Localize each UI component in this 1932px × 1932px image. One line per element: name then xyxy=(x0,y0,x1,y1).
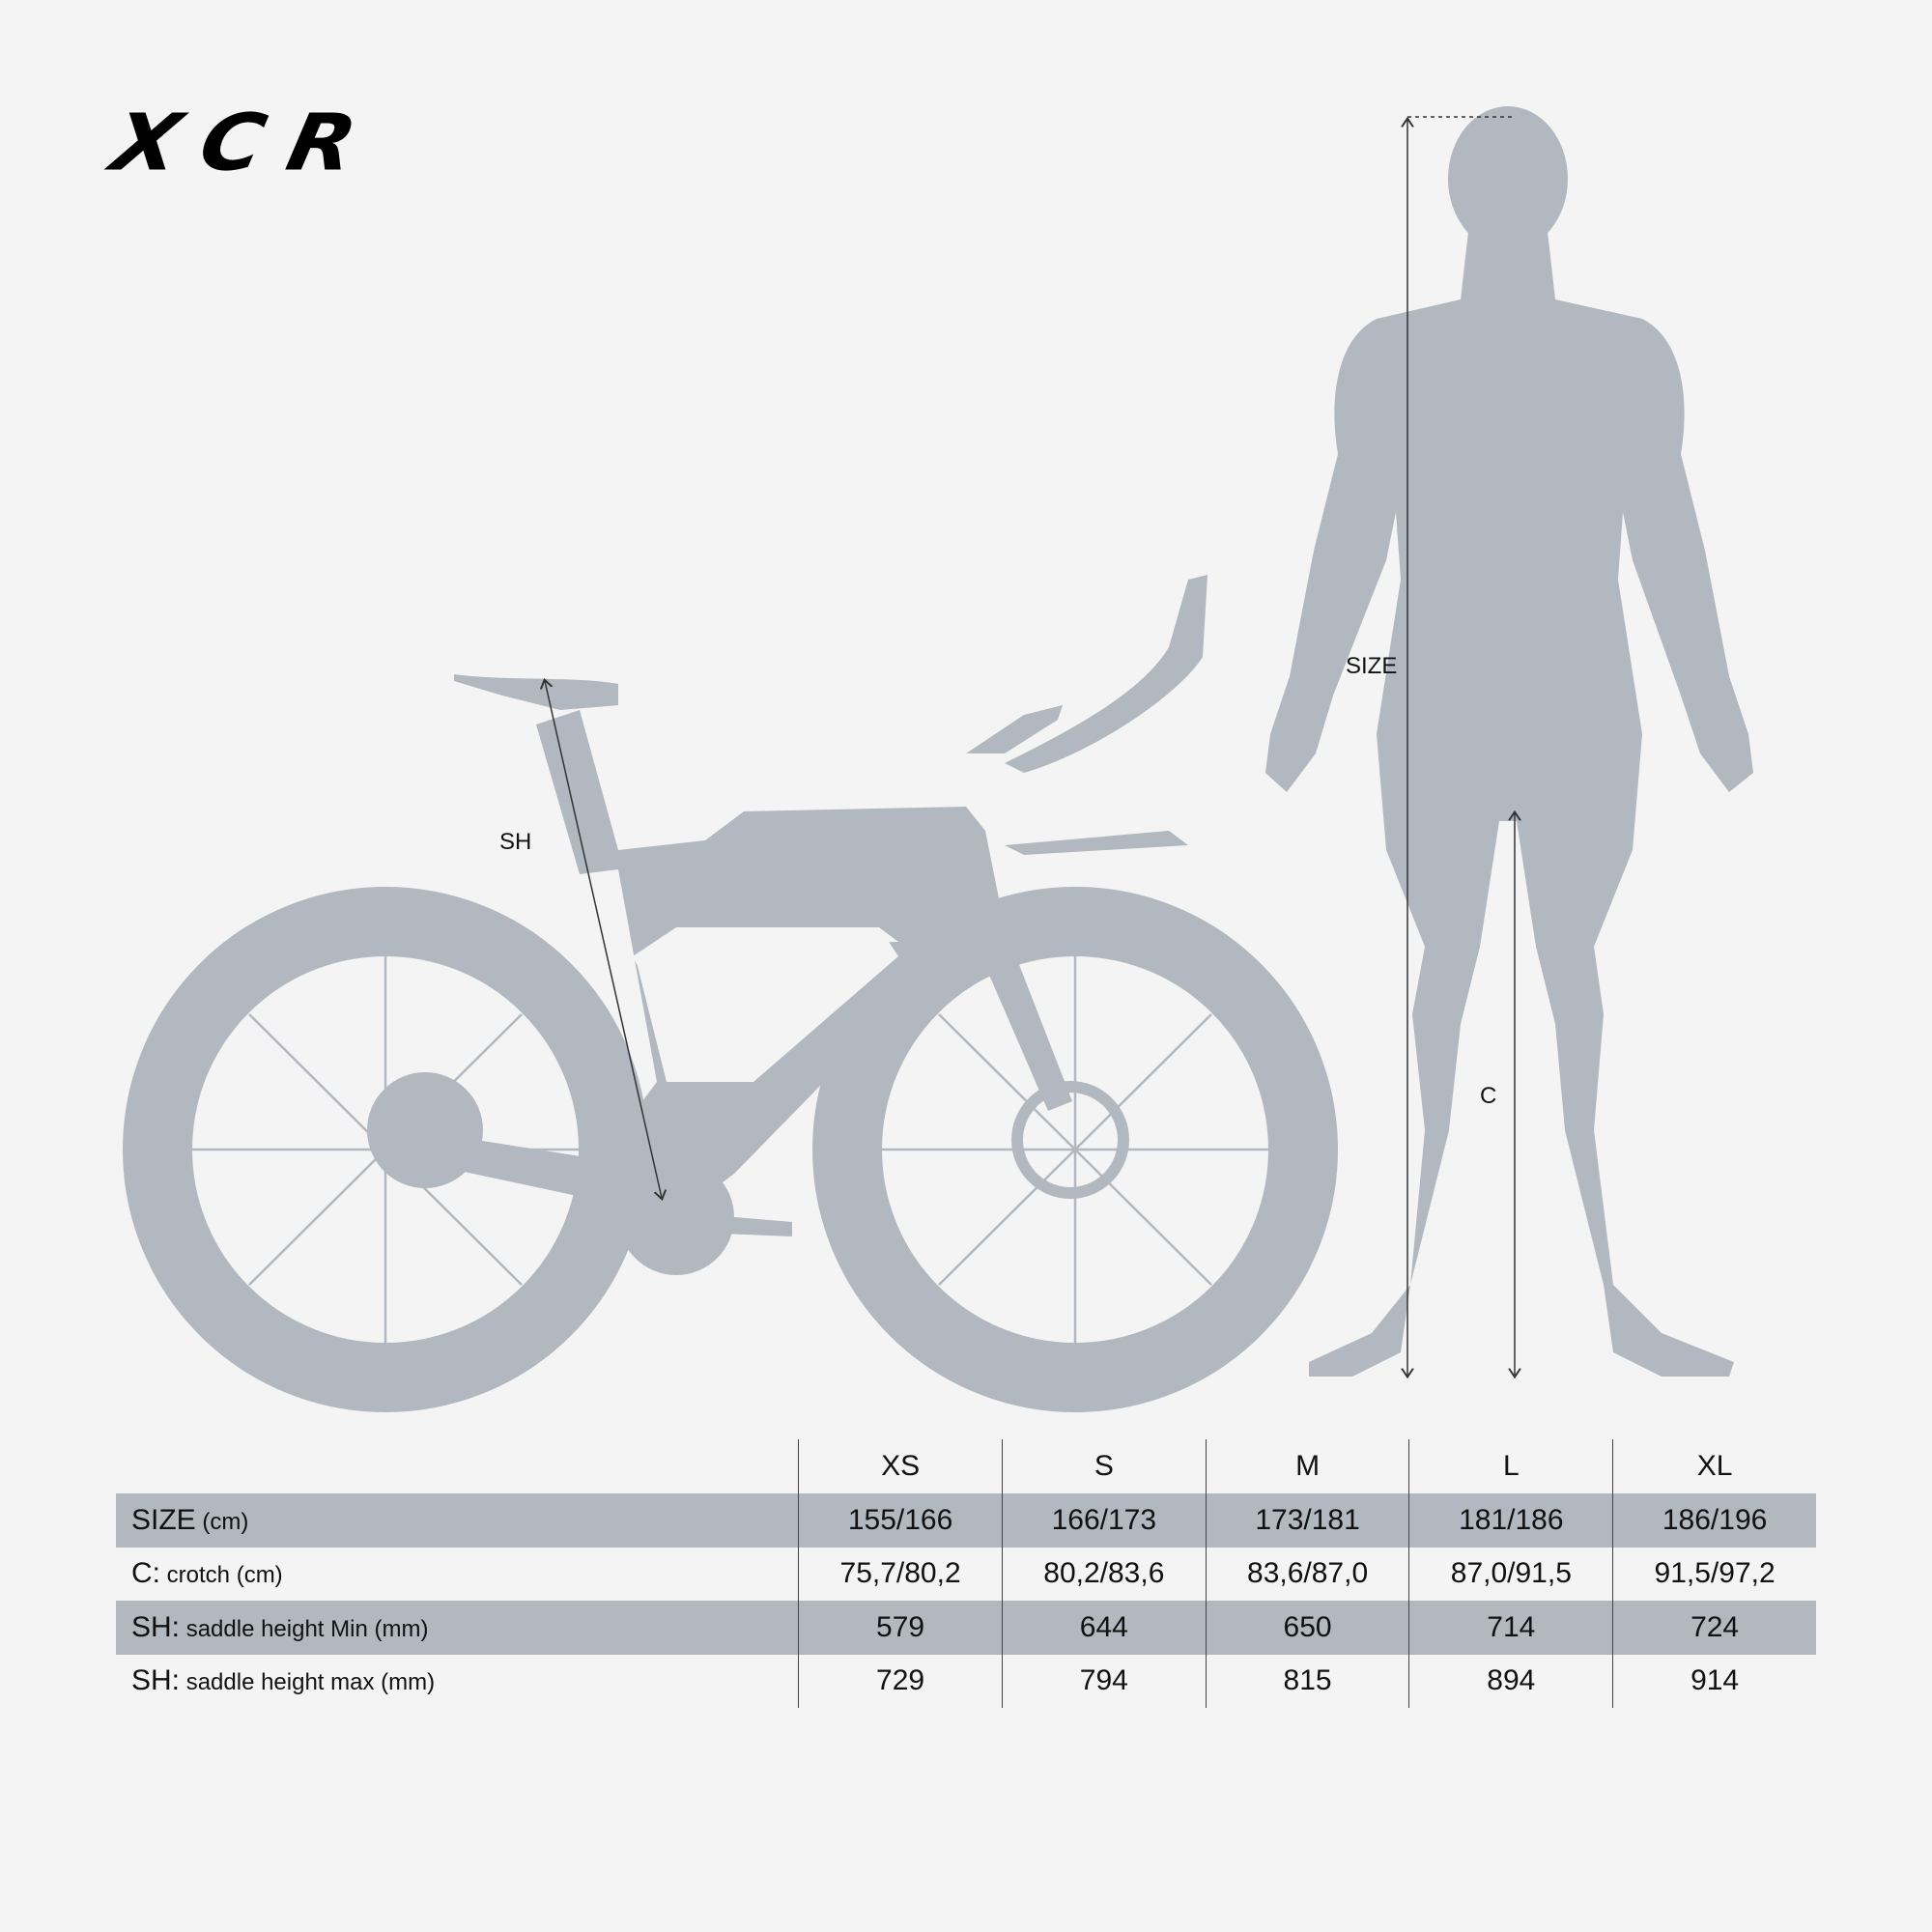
table-cell: 644 xyxy=(1001,1601,1207,1655)
table-cell: 794 xyxy=(1001,1654,1207,1708)
table-cell: 815 xyxy=(1205,1654,1409,1708)
table-cell: 87,0/91,5 xyxy=(1408,1547,1613,1601)
crotch-label: C xyxy=(1480,1083,1497,1109)
row-label: SH: saddle height max (mm) xyxy=(131,1664,436,1697)
table-cell: 724 xyxy=(1612,1601,1816,1655)
table-cell: 83,6/87,0 xyxy=(1205,1547,1409,1601)
table-cell: 894 xyxy=(1408,1654,1613,1708)
saddle-height-label: SH xyxy=(499,829,532,855)
column-header: S xyxy=(1001,1439,1207,1493)
table-row: SIZE (cm) 155/166 166/173 173/181 181/18… xyxy=(116,1493,1816,1548)
human-silhouette xyxy=(1265,106,1753,1377)
table-cell: 181/186 xyxy=(1408,1493,1613,1548)
size-table: XS S M L XL SIZE (cm) 155/166 166/173 17… xyxy=(116,1439,1816,1708)
table-cell: 155/166 xyxy=(798,1493,1003,1548)
table-cell: 91,5/97,2 xyxy=(1612,1547,1816,1601)
table-cell: 166/173 xyxy=(1001,1493,1207,1548)
table-cell: 914 xyxy=(1612,1654,1816,1708)
table-cell: 729 xyxy=(798,1654,1003,1708)
column-header: L xyxy=(1408,1439,1613,1493)
column-header: XS xyxy=(798,1439,1003,1493)
table-header-row: XS S M L XL xyxy=(116,1439,1816,1493)
front-wheel xyxy=(812,887,1338,1412)
table-row: SH: saddle height max (mm) 729 794 815 8… xyxy=(116,1654,1816,1708)
table-cell: 80,2/83,6 xyxy=(1001,1547,1207,1601)
column-header: XL xyxy=(1612,1439,1816,1493)
row-label: SH: saddle height Min (mm) xyxy=(116,1601,799,1655)
table-cell: 173/181 xyxy=(1205,1493,1409,1548)
bike-silhouette xyxy=(123,575,1338,1412)
bike-and-rider-illustration xyxy=(123,106,1753,1412)
table-cell: 186/196 xyxy=(1612,1493,1816,1548)
table-cell: 650 xyxy=(1205,1601,1409,1655)
table-cell: 714 xyxy=(1408,1601,1613,1655)
saddle-height-arrow xyxy=(545,681,662,1198)
table-row: C: crotch (cm) 75,7/80,2 80,2/83,6 83,6/… xyxy=(116,1547,1816,1601)
row-label: C: crotch (cm) xyxy=(131,1557,283,1590)
column-header: M xyxy=(1205,1439,1409,1493)
table-cell: 75,7/80,2 xyxy=(798,1547,1003,1601)
table-cell: 579 xyxy=(798,1601,1003,1655)
row-label: SIZE (cm) xyxy=(116,1493,799,1548)
spokes xyxy=(192,956,1268,1343)
size-label: SIZE xyxy=(1346,653,1398,679)
table-row: SH: saddle height Min (mm) 579 644 650 7… xyxy=(116,1601,1816,1655)
